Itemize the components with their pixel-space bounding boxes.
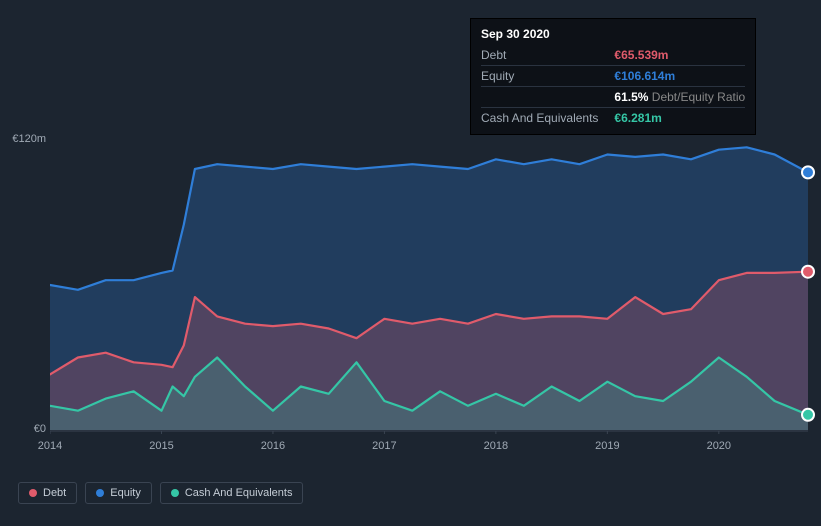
tooltip-row-value: €6.281m — [614, 108, 745, 129]
tooltip-row-label: Debt — [481, 45, 614, 66]
tooltip-row-label — [481, 87, 614, 108]
legend-item[interactable]: Cash And Equivalents — [160, 482, 304, 504]
tooltip-row-value: €106.614m — [614, 66, 745, 87]
x-axis-tick: 2016 — [261, 440, 285, 452]
x-axis-tick: 2017 — [372, 440, 396, 452]
legend-label: Cash And Equivalents — [185, 487, 293, 499]
tooltip-row-label: Cash And Equivalents — [481, 108, 614, 129]
x-axis-tick: 2018 — [484, 440, 508, 452]
legend-label: Equity — [110, 487, 141, 499]
y-axis-tick: €120m — [12, 133, 46, 145]
tooltip-row-value: 61.5% Debt/Equity Ratio — [614, 87, 745, 108]
tooltip-row-label: Equity — [481, 66, 614, 87]
x-axis-tick: 2020 — [707, 440, 731, 452]
legend-swatch — [171, 489, 179, 497]
tooltip-date: Sep 30 2020 — [481, 25, 745, 43]
y-axis-tick: €0 — [34, 423, 46, 435]
legend-item[interactable]: Equity — [85, 482, 152, 504]
x-axis-tick: 2019 — [595, 440, 619, 452]
x-axis-tick: 2014 — [38, 440, 62, 452]
tooltip-row-value: €65.539m — [614, 45, 745, 66]
legend-item[interactable]: Debt — [18, 482, 77, 504]
legend-label: Debt — [43, 487, 66, 499]
chart-legend: Debt Equity Cash And Equivalents — [18, 482, 303, 504]
legend-swatch — [96, 489, 104, 497]
chart-tooltip: Sep 30 2020 Debt€65.539mEquity€106.614m6… — [470, 18, 756, 135]
debt-equity-chart — [50, 140, 821, 434]
legend-swatch — [29, 489, 37, 497]
x-axis-tick: 2015 — [149, 440, 173, 452]
